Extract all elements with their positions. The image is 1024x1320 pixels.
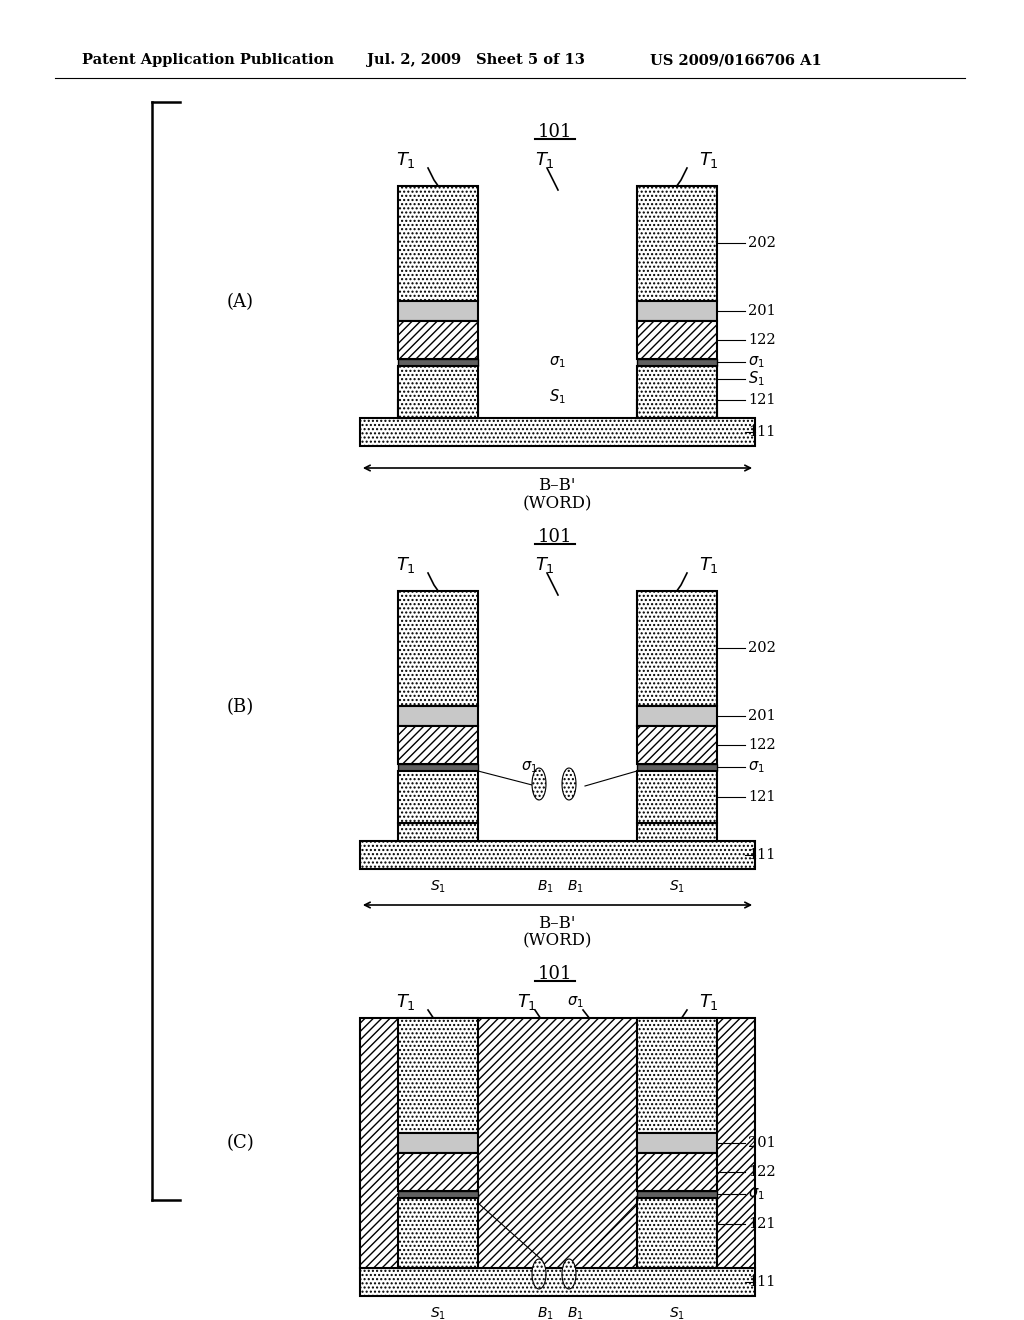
- Text: (B): (B): [226, 698, 254, 715]
- Bar: [398, 366, 478, 418]
- Bar: [398, 771, 478, 822]
- Polygon shape: [532, 1259, 546, 1290]
- Bar: [637, 400, 717, 418]
- Text: $T_1$: $T_1$: [517, 993, 537, 1012]
- Bar: [398, 764, 478, 771]
- Bar: [398, 301, 478, 321]
- Text: 121: 121: [748, 789, 775, 804]
- Bar: [398, 1199, 478, 1269]
- Bar: [637, 321, 717, 359]
- Text: $S_1$: $S_1$: [748, 370, 765, 388]
- Text: 101: 101: [538, 965, 572, 983]
- Text: $\sigma_1$: $\sigma_1$: [748, 759, 765, 775]
- Polygon shape: [562, 768, 575, 800]
- Text: (WORD): (WORD): [522, 932, 592, 949]
- Bar: [398, 321, 478, 359]
- Bar: [398, 591, 478, 706]
- Bar: [360, 418, 755, 446]
- Text: $T_1$: $T_1$: [699, 993, 719, 1012]
- Text: (C): (C): [226, 1134, 254, 1152]
- Text: Sheet 5 of 13: Sheet 5 of 13: [476, 53, 585, 67]
- Bar: [637, 186, 717, 301]
- Bar: [398, 706, 478, 726]
- Text: $\sigma_1$: $\sigma_1$: [549, 354, 565, 370]
- Text: $B_1$: $B_1$: [566, 1305, 584, 1320]
- Text: Jul. 2, 2009: Jul. 2, 2009: [367, 53, 461, 67]
- Text: Patent Application Publication: Patent Application Publication: [82, 53, 334, 67]
- Text: 122: 122: [748, 738, 775, 752]
- Bar: [637, 822, 717, 841]
- Polygon shape: [532, 768, 546, 800]
- Text: B–B': B–B': [539, 478, 575, 495]
- Bar: [637, 706, 717, 726]
- Text: $B_1$: $B_1$: [537, 879, 553, 895]
- Text: 122: 122: [748, 1166, 775, 1179]
- Bar: [637, 301, 717, 321]
- Text: $T_1$: $T_1$: [536, 554, 555, 576]
- Bar: [398, 822, 478, 841]
- Text: $T_1$: $T_1$: [699, 150, 719, 170]
- Text: 201: 201: [748, 709, 776, 723]
- Bar: [637, 1018, 717, 1133]
- Text: $T_1$: $T_1$: [536, 150, 555, 170]
- Bar: [398, 186, 478, 301]
- Text: $S_1$: $S_1$: [669, 1305, 685, 1320]
- Bar: [398, 1133, 478, 1152]
- Text: $T_1$: $T_1$: [396, 554, 416, 576]
- Text: $S_1$: $S_1$: [549, 388, 565, 407]
- Bar: [360, 841, 755, 869]
- Text: US 2009/0166706 A1: US 2009/0166706 A1: [650, 53, 821, 67]
- Bar: [398, 1018, 478, 1133]
- Bar: [637, 359, 717, 366]
- Text: $\sigma_1$: $\sigma_1$: [566, 994, 584, 1010]
- Bar: [360, 1018, 755, 1269]
- Text: 101: 101: [538, 123, 572, 141]
- Text: 202: 202: [748, 642, 776, 655]
- Text: $\sigma_1$: $\sigma_1$: [520, 759, 538, 775]
- Text: $T_1$: $T_1$: [396, 993, 416, 1012]
- Bar: [637, 1133, 717, 1152]
- Bar: [398, 726, 478, 764]
- Text: 121: 121: [748, 1217, 775, 1232]
- Text: $\sigma_1$: $\sigma_1$: [748, 1187, 765, 1201]
- Bar: [360, 1269, 755, 1296]
- Text: (A): (A): [226, 293, 254, 312]
- Text: 111: 111: [748, 847, 775, 862]
- Text: $S_1$: $S_1$: [669, 879, 685, 895]
- Text: 202: 202: [748, 236, 776, 249]
- Text: 122: 122: [748, 333, 775, 347]
- Bar: [637, 1191, 717, 1199]
- Bar: [637, 764, 717, 771]
- Bar: [637, 726, 717, 764]
- Text: B–B': B–B': [539, 915, 575, 932]
- Bar: [637, 1199, 717, 1269]
- Bar: [398, 359, 478, 366]
- Text: $T_1$: $T_1$: [396, 150, 416, 170]
- Bar: [637, 366, 717, 418]
- Text: (WORD): (WORD): [522, 495, 592, 512]
- Text: $S_1$: $S_1$: [430, 879, 446, 895]
- Text: $S_1$: $S_1$: [430, 1305, 446, 1320]
- Bar: [398, 400, 478, 418]
- Text: 111: 111: [748, 1275, 775, 1290]
- Bar: [637, 771, 717, 822]
- Bar: [637, 1152, 717, 1191]
- Bar: [398, 1152, 478, 1191]
- Text: 111: 111: [748, 425, 775, 440]
- Text: 101: 101: [538, 528, 572, 546]
- Text: 201: 201: [748, 304, 776, 318]
- Text: $B_1$: $B_1$: [566, 879, 584, 895]
- Text: $\sigma_1$: $\sigma_1$: [748, 354, 765, 370]
- Polygon shape: [562, 1259, 575, 1290]
- Text: 201: 201: [748, 1137, 776, 1150]
- Text: 121: 121: [748, 393, 775, 407]
- Bar: [398, 1191, 478, 1199]
- Text: $B_1$: $B_1$: [537, 1305, 553, 1320]
- Text: $T_1$: $T_1$: [699, 554, 719, 576]
- Bar: [637, 591, 717, 706]
